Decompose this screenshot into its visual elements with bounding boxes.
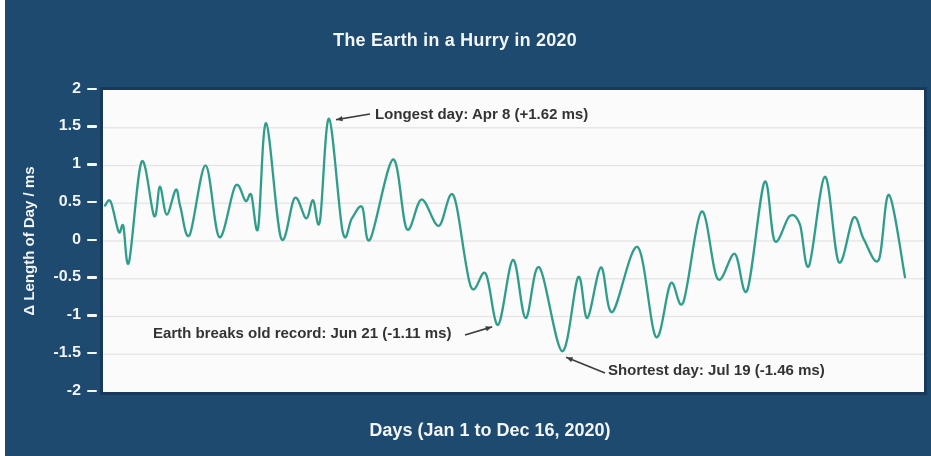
plot-area: Longest day: Apr 8 (+1.62 ms) Earth break… bbox=[100, 87, 927, 395]
lod-series-line bbox=[103, 117, 907, 353]
annotation-arrowhead-longest-day bbox=[336, 116, 343, 122]
chart-svg bbox=[103, 113, 924, 374]
x-axis-label: Days (Jan 1 to Dec 16, 2020) bbox=[369, 420, 611, 440]
y-tick-mark bbox=[87, 87, 97, 90]
y-tick-label: 1.5 bbox=[58, 117, 81, 135]
y-tick-label: 1 bbox=[72, 155, 81, 172]
y-tick-mark bbox=[87, 389, 97, 392]
y-tick-mark bbox=[87, 125, 97, 128]
y-tick-mark bbox=[87, 163, 97, 166]
y-tick-label: -2 bbox=[66, 381, 81, 399]
annotation-record-jun21: Earth breaks old record: Jun 21 (-1.11 m… bbox=[153, 325, 452, 342]
y-tick-mark bbox=[87, 276, 97, 279]
y-tick-mark bbox=[87, 314, 97, 317]
y-tick-label: -0.5 bbox=[53, 268, 81, 286]
y-tick-mark bbox=[87, 351, 97, 355]
y-tick-mark bbox=[87, 238, 97, 241]
annotation-arrowhead-record-jun21 bbox=[485, 326, 493, 332]
y-tick-mark bbox=[87, 200, 97, 204]
y-tick-label: -1 bbox=[66, 306, 81, 323]
y-tick-label: -1.5 bbox=[53, 343, 81, 361]
annotation-arrowhead-shortest-day bbox=[566, 357, 574, 363]
y-tick-label: 2 bbox=[72, 79, 81, 97]
y-tick-label: 0 bbox=[72, 230, 81, 248]
annotation-arrow-shortest-day bbox=[565, 356, 606, 374]
chart-title: The Earth in a Hurry in 2020 bbox=[333, 30, 577, 50]
chart-panel: The Earth in a Hurry in 2020 Δ Length of… bbox=[5, 0, 931, 456]
y-tick-label: 0.5 bbox=[58, 192, 81, 210]
annotation-longest-day: Longest day: Apr 8 (+1.62 ms) bbox=[375, 106, 589, 123]
annotation-shortest-day: Shortest day: Jul 19 (-1.46 ms) bbox=[608, 362, 825, 379]
